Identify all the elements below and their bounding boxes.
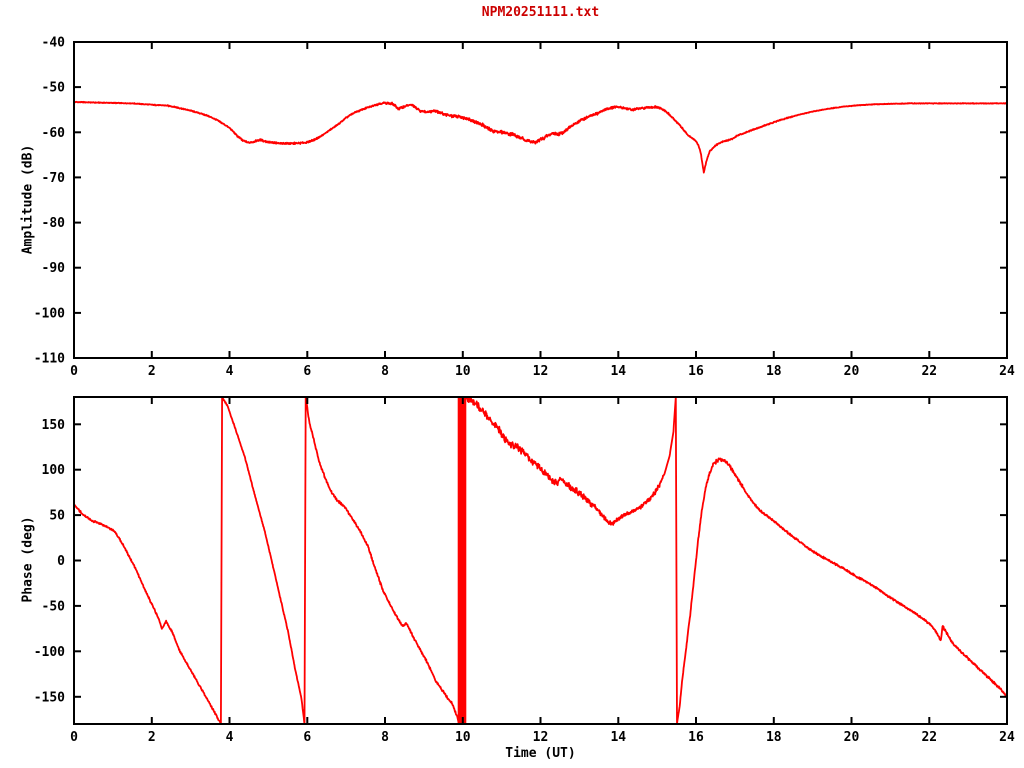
x-tick-label: 4 (226, 364, 234, 379)
x-tick-label: 20 (844, 364, 860, 379)
y-tick-label: 0 (57, 554, 65, 569)
y-tick-label: 150 (42, 418, 66, 433)
time-axis-label: Time (UT) (505, 746, 576, 761)
y-tick-label: -90 (42, 261, 66, 276)
y-tick-label: 100 (42, 463, 66, 478)
amplitude-curve (73, 100, 1008, 174)
y-tick-label: -100 (34, 645, 65, 660)
x-tick-label: 16 (688, 364, 704, 379)
x-tick-label: 2 (148, 364, 156, 379)
phase-plot-border (73, 396, 1008, 725)
x-tick-label: 0 (70, 730, 78, 745)
phase-axis-label: Phase (deg) (20, 516, 36, 603)
y-tick-label: -100 (34, 306, 65, 321)
x-tick-label: 12 (533, 730, 549, 745)
x-tick-label: 16 (688, 730, 704, 745)
x-tick-label: 10 (455, 364, 471, 379)
y-tick-label: -150 (34, 690, 65, 705)
y-tick-label: 50 (49, 509, 65, 524)
x-tick-label: 20 (844, 730, 860, 745)
x-tick-label: 24 (999, 730, 1015, 745)
x-tick-label: 2 (148, 730, 156, 745)
y-tick-label: -110 (34, 352, 65, 367)
x-tick-label: 22 (921, 730, 937, 745)
y-tick-label: -70 (42, 171, 66, 186)
y-tick-label: -40 (42, 36, 66, 51)
y-tick-label: -50 (42, 81, 66, 96)
x-tick-label: 12 (533, 364, 549, 379)
phase-curve (73, 396, 1008, 725)
chart-title: NPM20251111.txt (481, 5, 600, 20)
x-tick-label: 8 (381, 364, 389, 379)
x-tick-label: 22 (921, 364, 937, 379)
x-tick-label: 0 (70, 364, 78, 379)
x-tick-label: 8 (381, 730, 389, 745)
amplitude-plot-border (73, 41, 1008, 359)
x-tick-label: 18 (766, 364, 782, 379)
x-tick-label: 10 (455, 730, 471, 745)
x-tick-label: 6 (303, 730, 311, 745)
amplitude-axis-label: Amplitude (dB) (20, 144, 36, 255)
y-tick-label: -80 (42, 216, 66, 231)
x-tick-label: 4 (226, 730, 234, 745)
x-tick-label: 18 (766, 730, 782, 745)
y-tick-label: -60 (42, 126, 66, 141)
x-tick-label: 24 (999, 364, 1015, 379)
x-tick-label: 6 (303, 364, 311, 379)
y-tick-label: -50 (42, 599, 66, 614)
x-tick-label: 14 (610, 364, 626, 379)
x-tick-label: 14 (610, 730, 626, 745)
